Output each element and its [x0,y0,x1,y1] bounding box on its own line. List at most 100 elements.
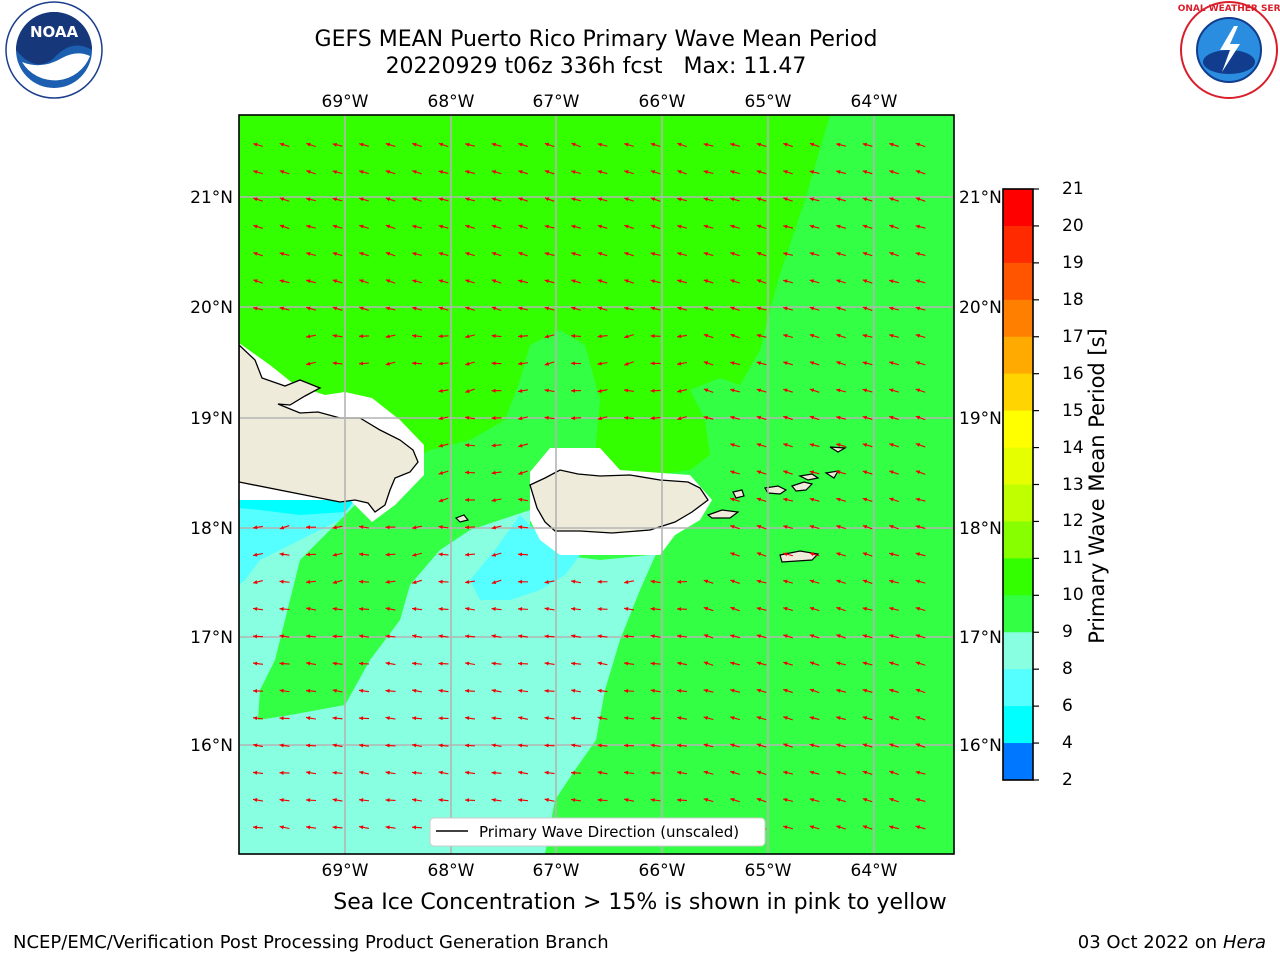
wave-direction-arrow [730,388,740,393]
wave-direction-arrow [623,770,635,775]
chart-title: GEFS MEAN Puerto Rico Primary Wave Mean … [314,27,878,52]
wave-direction-arrow [677,279,687,284]
wave-direction-arrow [809,798,820,803]
wave-direction-arrow [597,251,608,257]
wave-direction-arrow [756,251,767,257]
lat-tick-right-0: 21°N [959,188,1002,208]
lon-tick-top-2: 67°W [533,92,580,112]
wave-direction-arrow [862,688,873,693]
wave-direction-arrow [915,497,926,502]
wave-direction-arrow [332,142,343,147]
wave-direction-arrow [465,334,475,339]
wave-direction-arrow [412,306,422,311]
wave-direction-arrow [597,798,608,803]
wave-direction-arrow [332,825,343,830]
wave-direction-arrow [915,579,926,584]
wave-direction-arrow [703,579,714,584]
wave-direction-arrow [730,415,740,420]
wave-direction-arrow [491,634,502,639]
wave-direction-arrow [305,770,317,775]
wave-direction-arrow [889,552,899,557]
wave-direction-arrow [305,688,317,693]
wave-direction-arrow [889,279,899,284]
wave-direction-arrow [544,334,555,339]
wave-direction-arrow [889,415,899,420]
wave-direction-arrow [517,361,529,366]
footer-date-text: 03 Oct 2022 on [1077,932,1218,953]
wave-direction-arrow [358,688,370,693]
wave-direction-arrow [650,579,661,584]
wave-direction-arrow [438,279,449,284]
wave-direction-arrow [809,252,820,257]
wave-direction-arrow [650,142,661,148]
wave-direction-arrow [597,334,608,339]
wave-direction-arrow [703,142,714,147]
wave-direction-arrow [623,580,635,584]
wave-direction-arrow [411,661,423,666]
wave-direction-arrow [730,716,740,721]
wave-direction-arrow [358,525,370,530]
wave-direction-arrow [411,606,423,611]
wave-direction-arrow [756,224,767,230]
wave-direction-arrow [332,606,343,611]
wave-direction-arrow [730,552,740,557]
lat-tick-right-4: 17°N [959,628,1002,648]
wave-direction-arrow [836,797,846,803]
lon-tick-top-4: 65°W [745,92,792,112]
wave-direction-arrow [358,825,370,830]
colorbar-label-12: 12 [1062,511,1084,532]
wave-direction-arrow [836,552,846,557]
lon-tick-top-0: 69°W [322,92,369,112]
wave-direction-arrow [650,743,661,748]
wave-direction-arrow [809,634,820,639]
wave-direction-arrow [332,770,343,775]
lat-tick-right-5: 16°N [959,736,1002,756]
wave-direction-arrow [809,333,820,339]
wave-direction-arrow [517,579,529,584]
wave-direction-arrow [730,797,740,803]
wave-direction-arrow [305,552,317,557]
wave-direction-arrow [491,716,502,721]
field-cyan-8-9-south-pr [470,515,580,600]
wave-direction-arrow [915,688,926,694]
wave-direction-arrow [544,579,555,584]
wave-direction-arrow [650,279,661,284]
wave-direction-arrow [915,415,926,421]
wave-direction-arrow [279,743,290,748]
wave-direction-arrow [438,224,449,229]
wave-direction-arrow [279,579,290,584]
wave-direction-arrow [279,224,290,230]
wave-direction-arrow [889,224,899,230]
wave-direction-arrow [252,770,264,775]
wave-direction-arrow [623,688,635,693]
wave-direction-arrow [730,579,740,584]
wave-direction-arrow [438,525,449,530]
wave-direction-arrow [438,661,449,666]
wave-direction-arrow [809,606,820,612]
wave-direction-arrow [730,524,740,530]
wave-direction-arrow [889,470,899,475]
wave-direction-arrow [491,224,502,229]
wave-direction-arrow [677,170,687,175]
wave-direction-arrow [253,170,263,175]
wave-direction-arrow [332,688,343,693]
wave-direction-legend: Primary Wave Direction (unscaled) [429,817,766,847]
wave-direction-arrow [464,606,476,611]
wave-direction-arrow [650,170,661,175]
svg-text:NATIONAL WEATHER SERVICE: NATIONAL WEATHER SERVICE [1178,4,1280,14]
colorbar-label-15: 15 [1062,400,1084,421]
wave-direction-arrow [332,525,343,530]
run-info: 20220929 t06z 336h fcst [385,54,663,79]
lat-tick-right-3: 18°N [959,519,1002,539]
wave-direction-arrow [624,334,634,339]
wave-direction-arrow [676,770,688,775]
wave-direction-arrow [836,197,846,202]
wave-direction-arrow [571,224,581,229]
wave-direction-arrow [306,170,316,175]
wave-direction-arrow [624,197,634,202]
wave-direction-arrow [730,606,740,612]
wave-direction-arrow [385,306,396,311]
wave-direction-arrow [491,251,502,257]
wave-direction-arrow [730,497,740,502]
wave-direction-arrow [385,279,396,284]
